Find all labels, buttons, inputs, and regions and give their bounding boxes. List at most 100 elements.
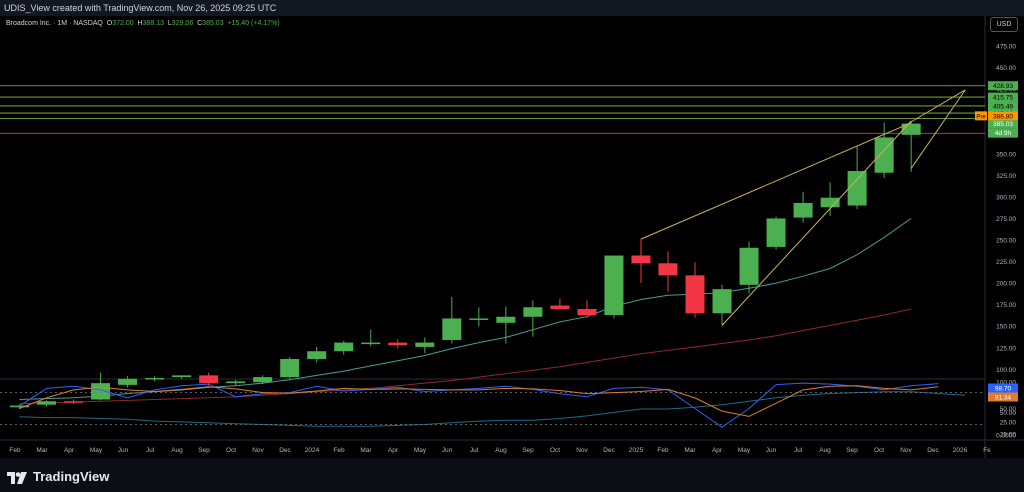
price-tag-bg [988, 81, 1018, 91]
time-axis-label: Nov [900, 447, 912, 454]
time-axis-label: Jun [442, 447, 453, 454]
oscillator-axis-label: 50.00 [1000, 406, 1017, 413]
time-axis-label: Mar [36, 447, 48, 454]
chart-header-text: UDIS_View created with TradingView.com, … [4, 3, 277, 13]
price-axis-label: 250.00 [996, 238, 1016, 245]
close-label: C [197, 20, 203, 27]
candle-body [685, 275, 705, 314]
candle-body [334, 342, 354, 352]
change-value: +15.40 (+4.17%) [227, 20, 280, 27]
pre-market-badge: Pre [976, 114, 986, 120]
countdown-label: 4d 9h [995, 130, 1012, 137]
candle-body [550, 305, 570, 309]
oscillator-value-tag: 91.34 [995, 395, 1012, 402]
trendline [640, 122, 912, 240]
price-axis-label: 175.00 [996, 302, 1016, 309]
candle-body [361, 342, 381, 345]
oscillator-line [19, 385, 939, 417]
candle-body [712, 289, 732, 314]
time-axis-label: Sep [198, 447, 210, 454]
price-axis-label: 225.00 [996, 259, 1016, 266]
pre-market-price: 386.80 [993, 113, 1013, 120]
price-axis-label: 300.00 [996, 194, 1016, 201]
brand-name: TradingView [33, 469, 110, 484]
high-value: 388.13 [142, 20, 164, 27]
time-axis-label: Mar [360, 447, 372, 454]
candle-body [901, 123, 921, 135]
candle-body [523, 307, 543, 317]
candle-body [145, 377, 165, 380]
oscillator-value-tag: 98.70 [995, 386, 1012, 393]
price-axis-label: 350.00 [996, 151, 1016, 158]
high-label: H [137, 20, 143, 27]
symbol-name: Broadcom Inc. · 1M · NASDAQ [6, 20, 103, 27]
footer-bar [0, 458, 1024, 492]
time-axis-label: Feb [333, 447, 345, 454]
candle-body [280, 358, 300, 378]
trendline [910, 89, 966, 123]
time-axis-label: Dec [927, 447, 939, 454]
candle-body [604, 255, 624, 316]
low-value: 329.06 [171, 20, 194, 27]
time-axis-label: 2024 [305, 447, 320, 454]
oscillator-value-tag-bg [988, 383, 1018, 393]
candle-body [172, 375, 192, 378]
price-axis-label: 275.00 [996, 216, 1016, 223]
price-axis-label: 25.00 [1000, 432, 1017, 439]
pre-market-badge-bg [975, 111, 987, 121]
candle-body [820, 197, 840, 208]
price-axis-label: 50.00 [1000, 410, 1017, 417]
candle-body [91, 383, 111, 400]
time-axis-label: 2026 [953, 447, 968, 454]
tradingview-icon [7, 471, 27, 484]
pre-market-price-bg [988, 111, 1018, 121]
candle-body [10, 405, 29, 408]
price-axis-label: 475.00 [996, 44, 1016, 51]
oscillator-axis-label: 25.00 [1000, 419, 1017, 426]
tradingview-logo[interactable]: TradingView [7, 469, 109, 484]
time-axis-label: Jun [118, 447, 129, 454]
open-value: 372.00 [112, 20, 134, 27]
oscillator-axis-label: 100.00 [996, 380, 1016, 387]
currency-button[interactable]: USD [990, 17, 1018, 32]
candle-body [874, 137, 894, 173]
moving-average-line [19, 391, 966, 427]
oscillator-value-tag-bg [988, 392, 1018, 402]
time-axis-label: Jul [146, 447, 155, 454]
time-axis-label: Oct [550, 447, 560, 454]
time-axis-label: Dec [603, 447, 615, 454]
price-axis-label: 200.00 [996, 281, 1016, 288]
candle-body [415, 342, 435, 347]
time-axis-label: Sep [522, 447, 534, 454]
time-axis-label: Apr [388, 447, 399, 454]
time-axis-label: 2025 [629, 447, 644, 454]
time-axis-label: Apr [64, 447, 75, 454]
time-axis-label: Oct [874, 447, 884, 454]
moving-average-line [19, 308, 912, 405]
symbol-legend: Broadcom Inc. · 1M · NASDAQ O372.00 H388… [6, 20, 280, 27]
time-axis-label: Jul [470, 447, 479, 454]
candle-body [793, 202, 813, 218]
price-tag-label: 428.93 [993, 83, 1013, 90]
header-bar: UDIS_View created with TradingView.com, … [0, 0, 1024, 16]
time-axis-label: May [738, 447, 751, 454]
candle-body [118, 378, 138, 385]
price-tag-label: 405.49 [993, 103, 1013, 110]
time-axis-label: Nov [576, 447, 588, 454]
price-axis-label: 450.00 [996, 65, 1016, 72]
time-axis-label: Apr [712, 447, 723, 454]
time-axis-label: Jun [766, 447, 777, 454]
time-axis-label: Nov [252, 447, 264, 454]
time-axis-label: May [414, 447, 427, 454]
price-tag-label: 385.03 [993, 121, 1013, 128]
oscillator-axis-label: 0.0000 [996, 433, 1016, 440]
candle-body [469, 318, 489, 320]
candle-body [64, 401, 84, 403]
candle-body [388, 342, 408, 346]
time-axis-label: Sep [846, 447, 858, 454]
candle-body [739, 247, 759, 285]
time-axis-label: Jul [794, 447, 803, 454]
time-axis-label: Fe [983, 447, 991, 454]
candle-body [766, 218, 786, 247]
